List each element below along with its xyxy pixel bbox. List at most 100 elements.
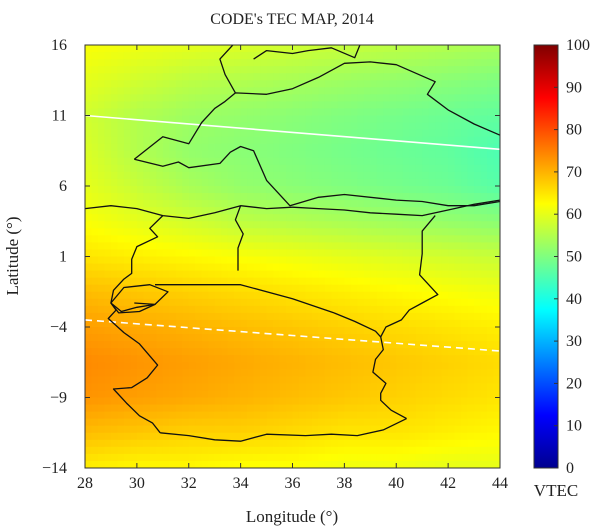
heatmap-cell — [441, 305, 449, 314]
heatmap-cell — [396, 341, 404, 349]
heatmap-cell — [292, 157, 300, 166]
heatmap-cell — [136, 108, 144, 117]
heatmap-cell — [104, 418, 112, 427]
heatmap-cell — [305, 122, 313, 131]
heatmap-cell — [123, 186, 131, 194]
heatmap-cell — [376, 214, 384, 222]
heatmap-cell — [344, 94, 352, 102]
heatmap-cell — [422, 122, 430, 131]
heatmap-cell — [383, 200, 391, 208]
heatmap-cell — [357, 270, 365, 279]
heatmap-cell — [117, 319, 125, 328]
heatmap-cell — [389, 376, 397, 384]
heatmap-cell — [337, 277, 345, 286]
heatmap-cell — [487, 143, 495, 152]
heatmap-cell — [188, 129, 196, 138]
heatmap-cell — [234, 108, 242, 117]
heatmap-cell — [149, 94, 157, 102]
heatmap-cell — [441, 59, 449, 67]
heatmap-cell — [234, 355, 242, 363]
heatmap-cell — [493, 291, 500, 300]
heatmap-cell — [370, 411, 378, 420]
border-line — [155, 284, 335, 314]
heatmap-cell — [85, 432, 93, 441]
heatmap-cell — [195, 101, 203, 110]
heatmap-cell — [350, 115, 358, 124]
heatmap-cell — [376, 249, 384, 258]
heatmap-cell — [337, 136, 345, 145]
heatmap-cell — [188, 277, 196, 286]
heatmap-cell — [117, 94, 125, 102]
heatmap-cell — [286, 115, 294, 124]
heatmap-cell — [493, 460, 500, 468]
heatmap-cell — [305, 453, 313, 462]
heatmap-cell — [461, 362, 469, 370]
heatmap-cell — [480, 362, 488, 370]
heatmap-cell — [350, 235, 358, 243]
heatmap-cell — [91, 249, 99, 258]
heatmap-cell — [91, 193, 99, 201]
heatmap-cell — [376, 129, 384, 138]
heatmap-cell — [461, 334, 469, 342]
heatmap-cell — [383, 432, 391, 441]
heatmap-cell — [409, 108, 417, 117]
heatmap-cell — [169, 298, 177, 307]
heatmap-cell — [363, 80, 371, 88]
heatmap-cell — [266, 291, 274, 300]
heatmap-cell — [461, 390, 469, 399]
heatmap-cell — [441, 284, 449, 293]
heatmap-cell — [260, 249, 268, 258]
heatmap-cell — [286, 73, 294, 81]
heatmap-cell — [260, 270, 268, 279]
heatmap-cell — [415, 66, 423, 74]
border-line — [134, 145, 500, 207]
heatmap-cell — [123, 369, 131, 377]
heatmap-cell — [337, 87, 345, 95]
heatmap-cell — [234, 334, 242, 342]
heatmap-cell — [91, 108, 99, 117]
heatmap-cell — [337, 193, 345, 201]
heatmap-cell — [273, 129, 281, 138]
heatmap-cell — [162, 249, 170, 258]
heatmap-cell — [227, 73, 235, 81]
heatmap-cell — [201, 327, 209, 335]
heatmap-cell — [461, 157, 469, 166]
heatmap-cell — [389, 369, 397, 377]
heatmap-cell — [428, 164, 436, 173]
heatmap-cell — [318, 136, 326, 145]
heatmap-cell — [201, 362, 209, 370]
heatmap-cell — [441, 66, 449, 74]
heatmap-cell — [208, 432, 216, 441]
heatmap-cell — [130, 418, 138, 427]
heatmap-cell — [474, 171, 482, 180]
heatmap-cell — [136, 404, 144, 413]
heatmap-cell — [214, 52, 222, 60]
heatmap-cell — [247, 101, 255, 110]
heatmap-cell — [357, 122, 365, 131]
heatmap-cell — [311, 157, 320, 166]
heatmap-cell — [298, 432, 307, 441]
heatmap-cell — [149, 80, 157, 88]
heatmap-cell — [376, 235, 384, 243]
heatmap-cell — [85, 390, 93, 399]
heatmap-cell — [279, 404, 287, 413]
heatmap-cell — [344, 108, 352, 117]
heatmap-cell — [344, 136, 352, 145]
heatmap-cell — [396, 94, 404, 102]
heatmap-cell — [195, 150, 203, 159]
heatmap-cell — [234, 404, 242, 413]
heatmap-cell — [143, 80, 151, 88]
heatmap-cell — [195, 270, 203, 279]
heatmap-cell — [240, 256, 248, 265]
heatmap-cell — [493, 143, 500, 152]
heatmap-cell — [130, 439, 138, 448]
heatmap-cell — [337, 256, 345, 265]
heatmap-cell — [104, 242, 112, 251]
heatmap-cell — [130, 327, 138, 335]
heatmap-cell — [91, 418, 99, 427]
heatmap-cell — [454, 460, 462, 468]
heatmap-cell — [331, 242, 339, 251]
heatmap-cell — [350, 122, 358, 131]
heatmap-cell — [467, 171, 475, 180]
heatmap-cell — [227, 136, 235, 145]
